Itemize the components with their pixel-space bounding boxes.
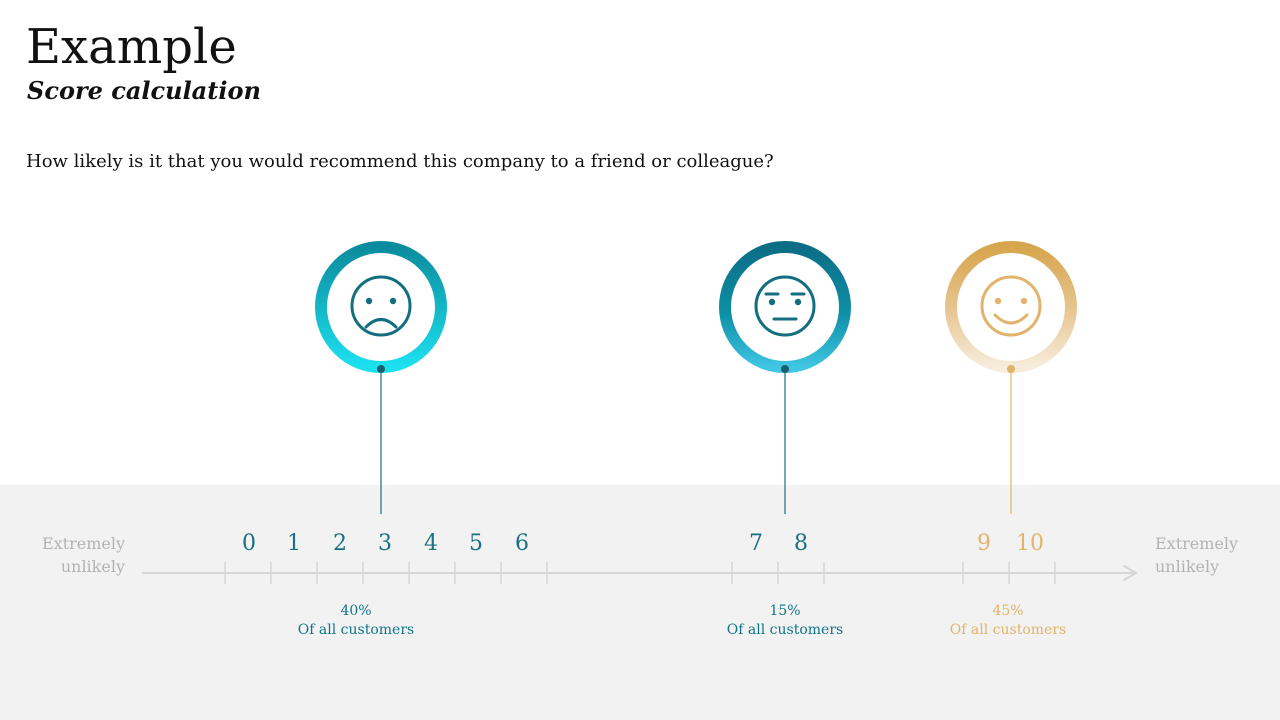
page-subtitle: Score calculation (27, 76, 261, 105)
passive-percent: 15% (769, 603, 801, 619)
detractor-badge (315, 241, 447, 373)
score-4: 4 (424, 531, 438, 556)
passive-badge (719, 241, 851, 373)
detractor-caption: Of all customers (297, 622, 415, 638)
promoter-stat: 45% Of all customers (918, 602, 1098, 640)
scale-left-label-line2: unlikely (60, 557, 125, 576)
scale-ticks (224, 562, 1056, 584)
promoter-percent: 45% (992, 603, 1024, 619)
smile-face-icon (980, 275, 1042, 337)
score-0: 0 (242, 531, 256, 556)
promoter-badge (945, 241, 1077, 373)
score-7: 7 (749, 531, 763, 556)
sad-face-icon (350, 275, 412, 337)
scale-right-label-line2: unlikely (1155, 557, 1220, 576)
scale-right-label-line1: Extremely (1155, 534, 1239, 553)
passive-caption: Of all customers (726, 622, 844, 638)
score-8: 8 (794, 531, 808, 556)
score-10: 10 (1016, 531, 1044, 556)
score-1: 1 (287, 531, 301, 556)
scale-left-label-line1: Extremely (41, 534, 125, 553)
scale-band (0, 485, 1280, 720)
score-9: 9 (977, 531, 991, 556)
passive-stat: 15% Of all customers (695, 602, 875, 640)
score-3: 3 (378, 531, 392, 556)
scale-left-label: Extremely unlikely (15, 532, 125, 578)
scale-axis (142, 565, 1137, 581)
detractor-stat: 40% Of all customers (266, 602, 446, 640)
score-6: 6 (515, 531, 529, 556)
neutral-face-icon (754, 275, 816, 337)
score-5: 5 (469, 531, 483, 556)
scale-right-label: Extremely unlikely (1155, 532, 1265, 578)
detractor-percent: 40% (340, 603, 372, 619)
promoter-caption: Of all customers (949, 622, 1067, 638)
survey-question: How likely is it that you would recommen… (26, 151, 774, 172)
score-2: 2 (333, 531, 347, 556)
page-title: Example (26, 19, 237, 75)
